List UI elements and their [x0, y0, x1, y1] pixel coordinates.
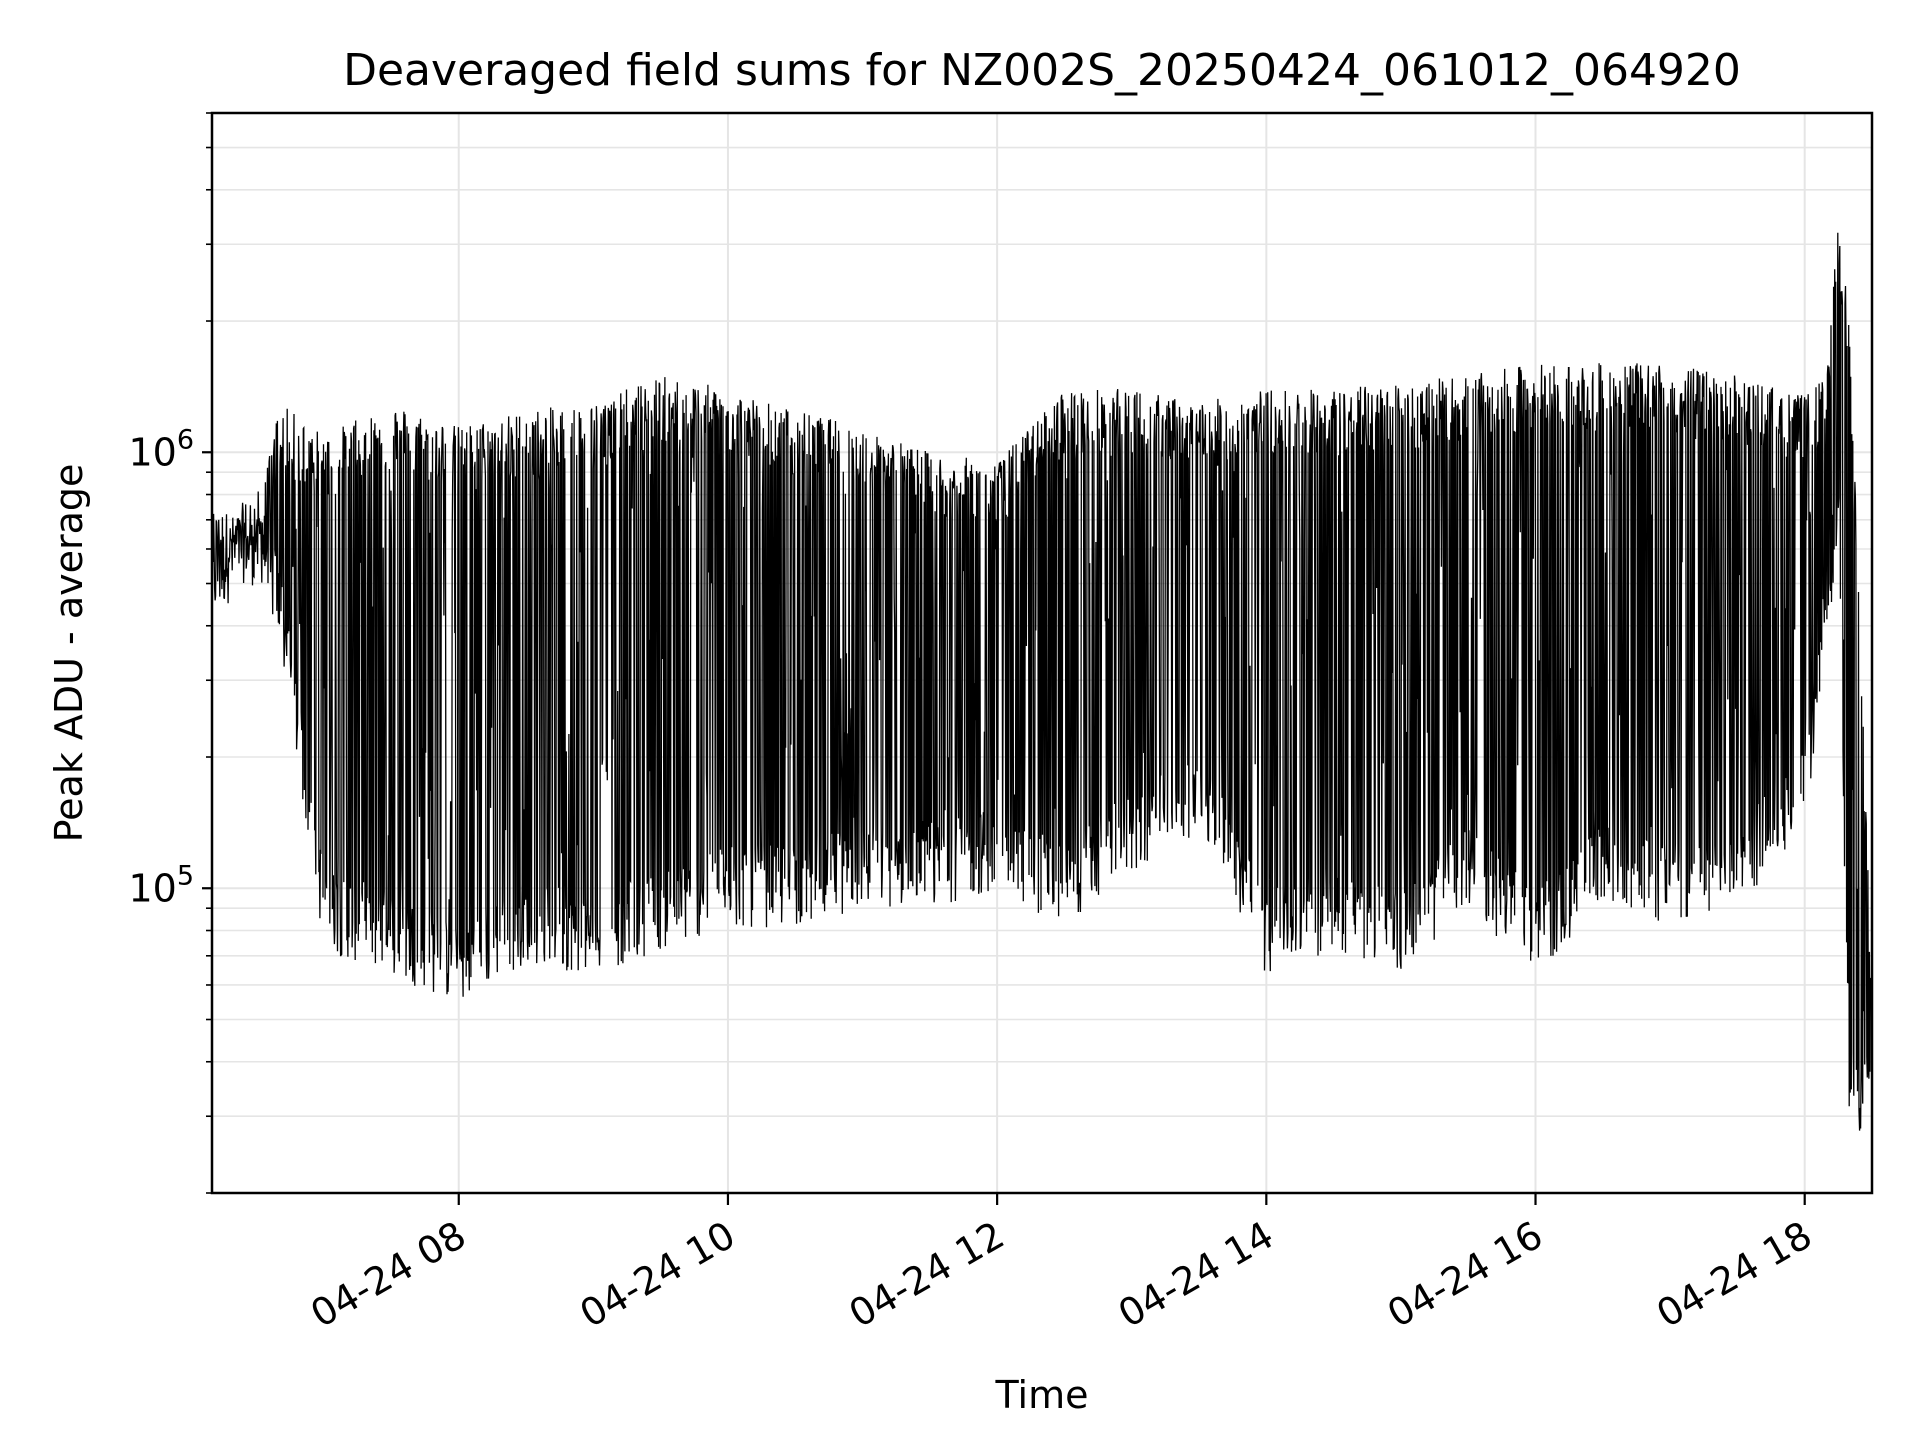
series-line — [211, 232, 1873, 1131]
y-tick-base: 10 — [128, 866, 176, 910]
y-tick-label: 105 — [128, 860, 194, 910]
y-tick-exponent: 5 — [177, 860, 194, 891]
x-axis-label: Time — [995, 1373, 1089, 1417]
data-series — [211, 232, 1873, 1131]
plot-frame — [210, 111, 1874, 1195]
y-tick-label: 106 — [128, 424, 194, 474]
y-tick-base: 10 — [128, 430, 176, 474]
chart-title: Deaveraged field sums for NZ002S_2025042… — [343, 45, 1741, 96]
y-tick-exponent: 6 — [177, 424, 194, 455]
y-axis-label: Peak ADU - average — [47, 464, 91, 843]
